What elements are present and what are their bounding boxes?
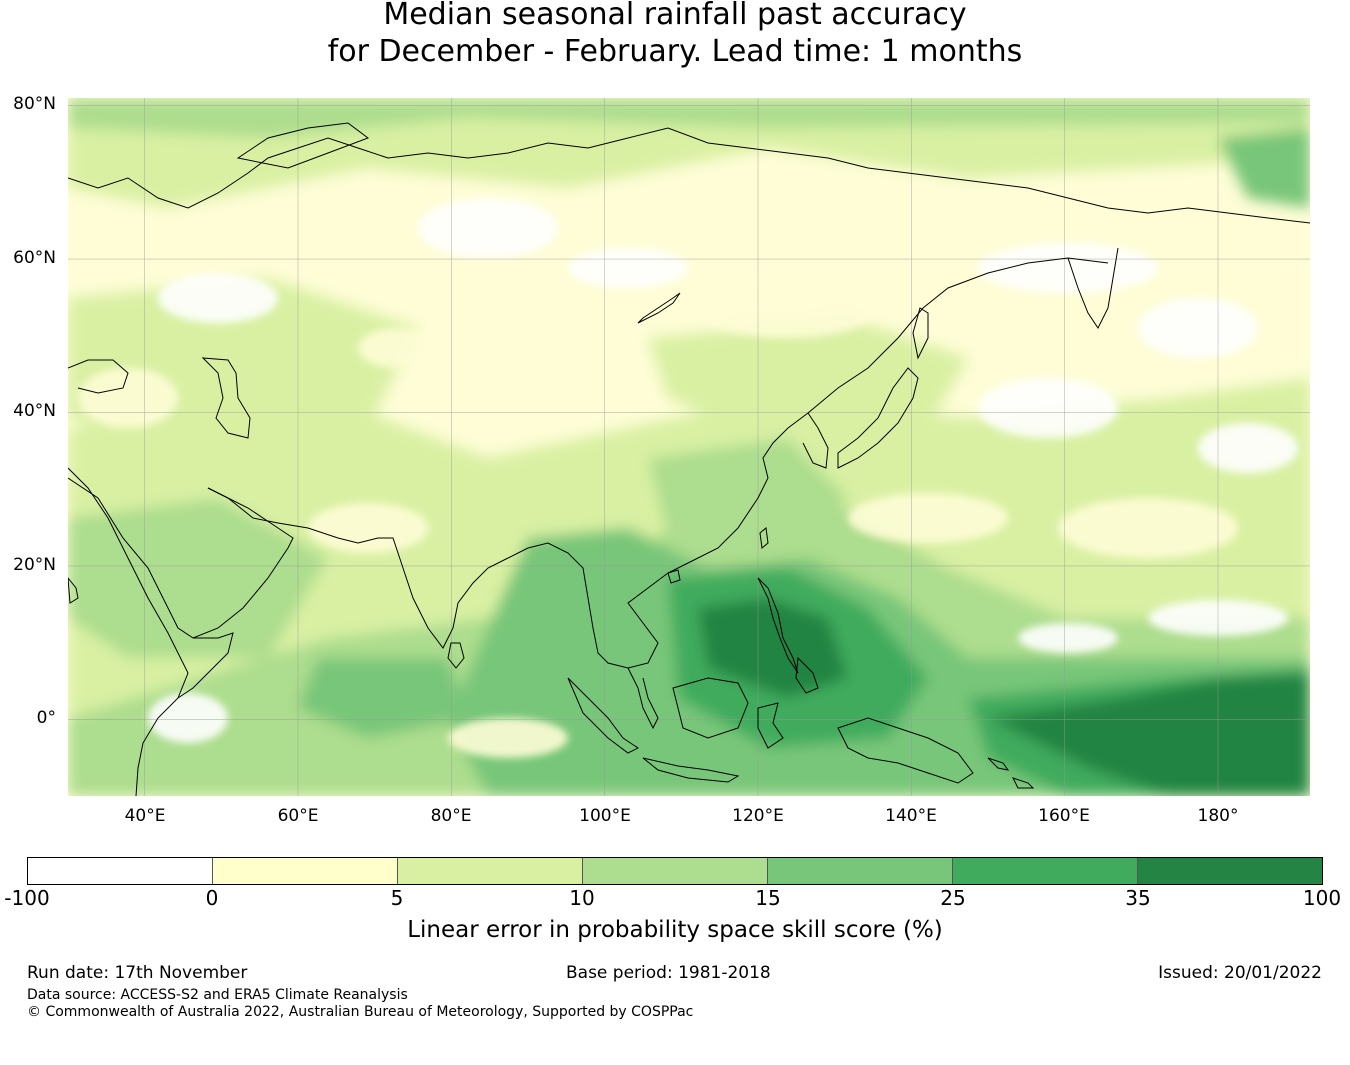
colorbar-segment xyxy=(398,858,583,884)
coastlines xyxy=(68,122,1310,796)
run-date: Run date: 17th November xyxy=(27,963,248,983)
skill-score-map xyxy=(68,98,1310,796)
lon-label-140e: 140°E xyxy=(885,806,937,826)
colorbar-segment xyxy=(953,858,1138,884)
lon-label-180: 180° xyxy=(1197,806,1239,826)
colorbar-tick: 25 xyxy=(940,886,966,910)
lon-label-160e: 160°E xyxy=(1038,806,1090,826)
graticule xyxy=(68,98,1310,796)
colorbar-tick: -100 xyxy=(4,886,50,910)
lon-label-120e: 120°E xyxy=(732,806,784,826)
colorbar-tick: 10 xyxy=(569,886,595,910)
colorbar-segment xyxy=(28,858,213,884)
colorbar-segment xyxy=(213,858,398,884)
map-title-line-2: for December - February. Lead time: 1 mo… xyxy=(327,34,1023,69)
lat-label-0: 0° xyxy=(36,708,56,728)
colorbar-segment xyxy=(768,858,953,884)
issued-date: Issued: 20/01/2022 xyxy=(1158,963,1322,983)
colorbar-tick: 35 xyxy=(1125,886,1151,910)
skill-fill-layer xyxy=(68,98,1310,796)
lat-label-40n: 40°N xyxy=(13,401,56,421)
colorbar xyxy=(27,857,1323,885)
data-source: Data source: ACCESS-S2 and ERA5 Climate … xyxy=(27,987,408,1003)
base-period: Base period: 1981-2018 xyxy=(566,963,771,983)
lat-label-60n: 60°N xyxy=(13,248,56,268)
lat-label-80n: 80°N xyxy=(13,94,56,114)
lon-label-60e: 60°E xyxy=(277,806,319,826)
lon-label-40e: 40°E xyxy=(124,806,166,826)
colorbar-segment xyxy=(1138,858,1322,884)
lon-label-80e: 80°E xyxy=(430,806,472,826)
colorbar-tick: 100 xyxy=(1302,886,1342,910)
colorbar-label: Linear error in probability space skill … xyxy=(407,917,943,943)
map-title-line-1: Median seasonal rainfall past accuracy xyxy=(383,0,967,32)
colorbar-tick: 15 xyxy=(755,886,781,910)
copyright: © Commonwealth of Australia 2022, Austra… xyxy=(27,1004,694,1020)
colorbar-tick: 5 xyxy=(390,886,404,910)
colorbar-segment xyxy=(583,858,768,884)
lon-label-100e: 100°E xyxy=(579,806,631,826)
map-canvas xyxy=(68,98,1310,796)
colorbar-tick: 0 xyxy=(205,886,219,910)
lat-label-20n: 20°N xyxy=(13,555,56,575)
